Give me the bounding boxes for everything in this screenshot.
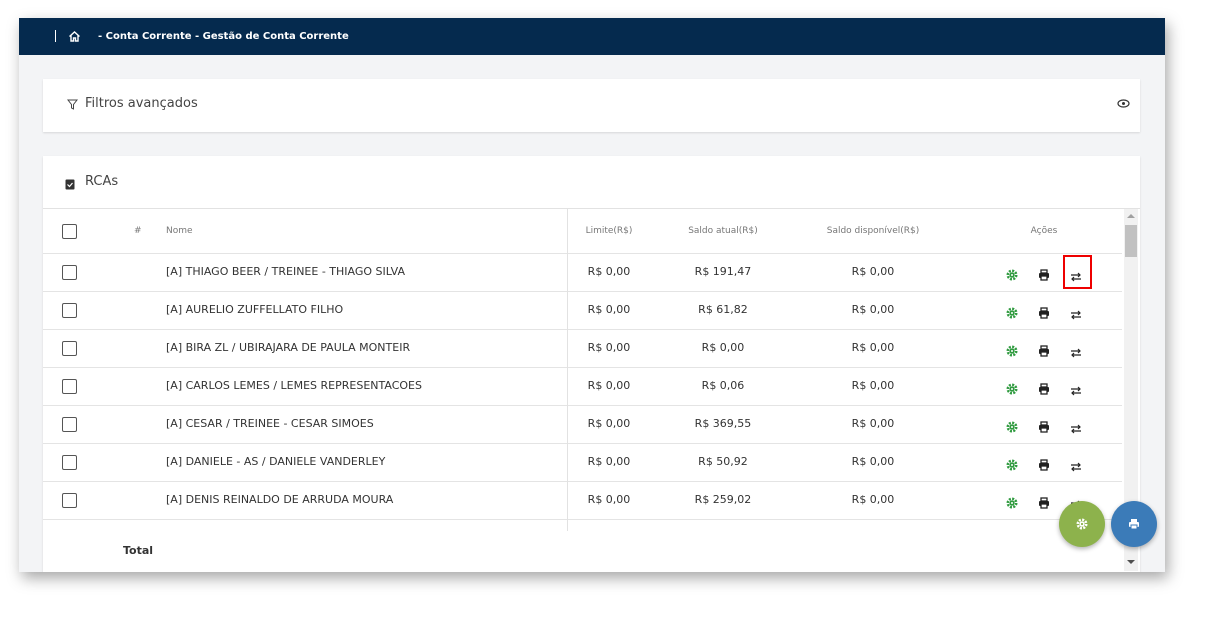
available-balance: R$ 0,00 (851, 455, 895, 468)
table-title: RCAs (85, 174, 119, 189)
limit: R$ 0,00 (587, 341, 631, 354)
table: # Nome Limite(R$) Saldo atual(R$) Saldo disp… (43, 209, 1122, 531)
settings-action[interactable] (1006, 266, 1018, 285)
window: - Conta Corrente - Gestão de Conta Corre… (19, 18, 1165, 572)
rca-name: [A] DANIELE - AS / DANIELE VANDERLEY (166, 455, 386, 468)
transfer-action[interactable] (1070, 267, 1082, 286)
transfer-action[interactable] (1070, 305, 1082, 324)
settings-action[interactable] (1006, 456, 1018, 475)
table-row: [A] CESAR / TREINEE - CESAR SIMOES R$ 0,0… (43, 405, 1122, 444)
available-balance: R$ 0,00 (851, 379, 895, 392)
checkbox[interactable] (62, 303, 77, 318)
settings-action[interactable] (1006, 494, 1018, 513)
settings-action[interactable] (1006, 342, 1018, 361)
header-row: # Nome Limite(R$) Saldo atual(R$) Saldo disp… (43, 209, 1122, 254)
current-balance: R$ 0,06 (701, 379, 745, 392)
table-row: [A] AURELIO ZUFFELLATO FILHO R$ 0,00 R$ 61… (43, 291, 1122, 330)
current-balance: R$ 50,92 (698, 455, 748, 468)
column-header: Ações (1030, 226, 1058, 236)
transfer-action[interactable] (1070, 343, 1082, 362)
limit: R$ 0,00 (587, 493, 631, 506)
eye-icon[interactable] (1117, 99, 1130, 108)
table-row: [A] THIAGO BEER / TREINEE - THIAGO SILVA… (43, 253, 1122, 292)
clipboard-icon (65, 179, 75, 190)
rca-name: [A] THIAGO BEER / TREINEE - THIAGO SILVA (166, 265, 406, 278)
column-header: Nome (166, 226, 193, 236)
limit: R$ 0,00 (587, 303, 631, 316)
limit: R$ 0,00 (587, 265, 631, 278)
rca-name: [A] BIRA ZL / UBIRAJARA DE PAULA MONTEIR (166, 341, 411, 354)
checkbox[interactable] (62, 224, 77, 239)
breadcrumb: - Conta Corrente - Gestão de Conta Corre… (98, 31, 349, 42)
divider (43, 208, 1140, 209)
settings-action[interactable] (1006, 418, 1018, 437)
table-row: [A] DANIELE - AS / DANIELE VANDERLEY R$ 0… (43, 443, 1122, 482)
print-action[interactable] (1038, 418, 1050, 437)
header: - Conta Corrente - Gestão de Conta Corre… (19, 18, 1165, 55)
checkbox[interactable] (62, 265, 77, 280)
current-balance: R$ 369,55 (694, 417, 752, 430)
scroll-up[interactable] (1127, 213, 1135, 219)
scroll-thumb[interactable] (1125, 225, 1137, 257)
transfer-action[interactable] (1070, 381, 1082, 400)
separator (55, 30, 56, 42)
scroll-down[interactable] (1127, 559, 1135, 565)
available-balance: R$ 0,00 (851, 493, 895, 506)
transfer-action[interactable] (1070, 419, 1082, 438)
checkbox[interactable] (62, 493, 77, 508)
settings-action[interactable] (1006, 380, 1018, 399)
current-balance: R$ 259,02 (694, 493, 752, 506)
limit: R$ 0,00 (587, 379, 631, 392)
checkbox[interactable] (62, 455, 77, 470)
highlight-box (1063, 255, 1092, 289)
column-divider (567, 209, 568, 531)
home-icon[interactable] (68, 30, 81, 43)
print-action[interactable] (1038, 456, 1050, 475)
fab-print[interactable] (1111, 501, 1157, 547)
available-balance: R$ 0,00 (851, 417, 895, 430)
current-balance: R$ 0,00 (701, 341, 745, 354)
current-balance: R$ 191,47 (694, 265, 752, 278)
print-action[interactable] (1038, 342, 1050, 361)
rca-name: [A] DENIS REINALDO DE ARRUDA MOURA (166, 493, 394, 506)
available-balance: R$ 0,00 (851, 265, 895, 278)
filters-title: Filtros avançados (85, 96, 198, 111)
column-header: # (134, 226, 142, 236)
rca-name: [A] CESAR / TREINEE - CESAR SIMOES (166, 417, 374, 430)
column-header: Saldo atual(R$) (688, 226, 758, 236)
transfer-action[interactable] (1070, 457, 1082, 476)
limit: R$ 0,00 (587, 417, 631, 430)
rca-name: [A] CARLOS LEMES / LEMES REPRESENTACOES (166, 379, 422, 392)
total-label: Total (123, 544, 154, 557)
table-row: [A] BIRA ZL / UBIRAJARA DE PAULA MONTEIR… (43, 329, 1122, 368)
table-row: [A] CARLOS LEMES / LEMES REPRESENTACOES R… (43, 367, 1122, 406)
column-header: Limite(R$) (585, 226, 633, 236)
fab-settings[interactable] (1059, 501, 1105, 547)
filters-card[interactable]: Filtros avançados (43, 79, 1140, 132)
print-action[interactable] (1038, 266, 1050, 285)
current-balance: R$ 61,82 (698, 303, 748, 316)
scrollbar[interactable] (1124, 209, 1138, 571)
filter-icon (67, 99, 78, 110)
rca-name: [A] AURELIO ZUFFELLATO FILHO (166, 303, 344, 316)
print-action[interactable] (1038, 380, 1050, 399)
print-action[interactable] (1038, 304, 1050, 323)
rcas-card: RCAs # Nome Limite(R$) Saldo atual(R$) Saldo… (43, 156, 1140, 572)
checkbox[interactable] (62, 417, 77, 432)
column-header: Saldo disponível(R$) (826, 226, 920, 236)
limit: R$ 0,00 (587, 455, 631, 468)
table-row: [A] DENIS REINALDO DE ARRUDA MOURA R$ 0,0… (43, 481, 1122, 520)
checkbox[interactable] (62, 379, 77, 394)
available-balance: R$ 0,00 (851, 341, 895, 354)
checkbox[interactable] (62, 341, 77, 356)
print-action[interactable] (1038, 494, 1050, 513)
available-balance: R$ 0,00 (851, 303, 895, 316)
settings-action[interactable] (1006, 304, 1018, 323)
